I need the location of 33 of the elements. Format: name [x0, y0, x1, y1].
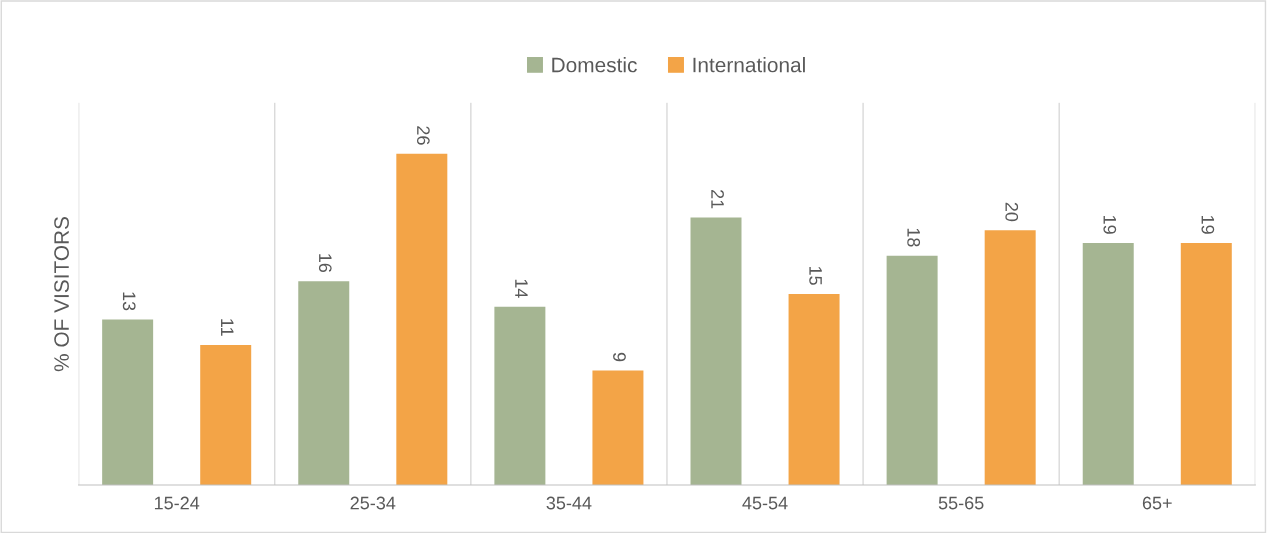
bar: [396, 153, 448, 486]
x-tick-label: 25-34: [350, 496, 396, 510]
data-label: 11: [221, 319, 234, 336]
data-label: 21: [711, 190, 724, 209]
data-label: 19: [1103, 215, 1117, 234]
data-label: 13: [122, 292, 136, 311]
data-label: 16: [318, 254, 332, 273]
legend-label: Domestic: [552, 57, 637, 73]
bar: [200, 344, 252, 486]
bar: [690, 217, 742, 486]
data-label: 18: [907, 228, 921, 247]
bar: [788, 293, 840, 486]
x-tick-label: 15-24: [154, 496, 200, 510]
legend-label: International: [693, 57, 805, 73]
y-axis-title: % OF VISITORS: [54, 216, 69, 372]
data-label: 20: [1005, 202, 1019, 222]
x-tick-label: 35-44: [546, 496, 592, 510]
x-tick-label: 65+: [1142, 496, 1172, 510]
bar: [1082, 242, 1134, 486]
bar: [984, 230, 1036, 486]
bar: [102, 319, 154, 486]
data-label: 9: [613, 352, 626, 362]
x-tick-label: 45-54: [742, 496, 788, 510]
bar: [886, 255, 938, 486]
data-label: 26: [416, 126, 430, 145]
data-label: 14: [515, 279, 528, 298]
bar: [298, 281, 350, 486]
data-label: 15: [809, 266, 822, 285]
bar: [494, 306, 546, 486]
data-label: 19: [1201, 215, 1215, 234]
bar: [592, 370, 644, 486]
bar: [1180, 242, 1232, 486]
x-tick-label: 55-65: [938, 496, 984, 510]
